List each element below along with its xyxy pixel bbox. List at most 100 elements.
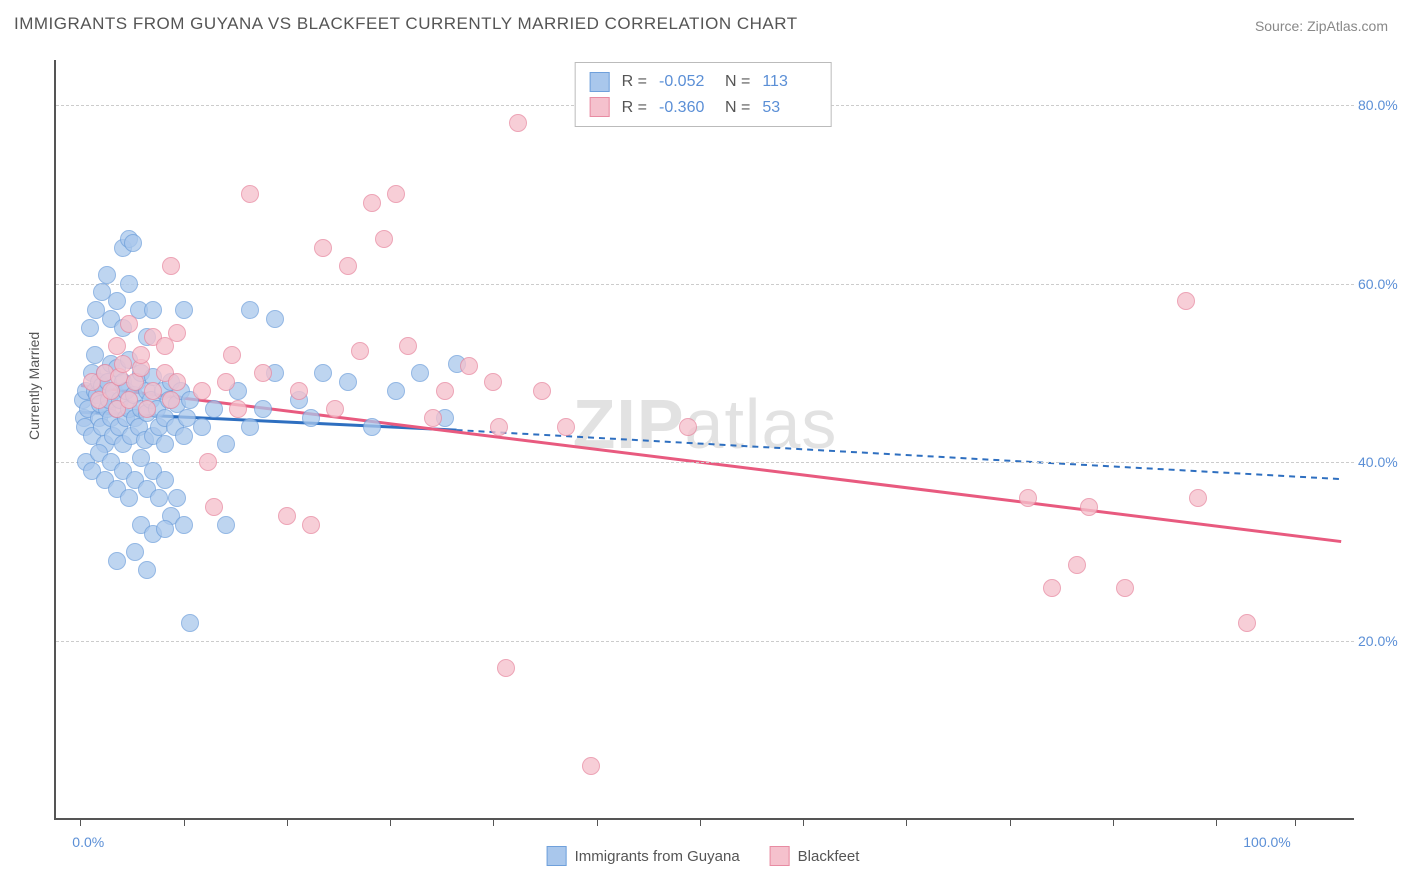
scatter-point	[497, 659, 515, 677]
scatter-point	[205, 400, 223, 418]
scatter-point	[175, 301, 193, 319]
scatter-point	[387, 185, 405, 203]
plot-area: ZIPatlas 20.0%40.0%60.0%80.0%	[54, 60, 1354, 820]
scatter-point	[175, 516, 193, 534]
x-tick	[1295, 818, 1296, 826]
scatter-point	[1177, 292, 1195, 310]
scatter-point	[144, 382, 162, 400]
scatter-point	[509, 114, 527, 132]
x-tick	[184, 818, 185, 826]
scatter-point	[199, 453, 217, 471]
scatter-point	[138, 400, 156, 418]
legend-r-label: R =	[622, 69, 647, 95]
scatter-point	[132, 346, 150, 364]
legend-swatch	[590, 97, 610, 117]
legend-correlation-row: R =-0.360N =53	[590, 95, 817, 121]
scatter-point	[217, 435, 235, 453]
scatter-point	[1043, 579, 1061, 597]
scatter-point	[217, 373, 235, 391]
scatter-point	[490, 418, 508, 436]
gridline	[56, 284, 1354, 285]
scatter-point	[363, 194, 381, 212]
x-tick-label: 100.0%	[1243, 834, 1290, 850]
chart-container: IMMIGRANTS FROM GUYANA VS BLACKFEET CURR…	[0, 0, 1406, 892]
scatter-point	[120, 391, 138, 409]
trend-lines-svg	[56, 60, 1354, 818]
scatter-point	[375, 230, 393, 248]
x-tick	[803, 818, 804, 826]
legend-series-label: Immigrants from Guyana	[575, 848, 740, 865]
scatter-point	[126, 543, 144, 561]
x-tick	[1010, 818, 1011, 826]
x-tick-label: 0.0%	[72, 834, 104, 850]
gridline	[56, 462, 1354, 463]
scatter-point	[1019, 489, 1037, 507]
scatter-point	[205, 498, 223, 516]
scatter-point	[302, 409, 320, 427]
legend-swatch	[770, 846, 790, 866]
scatter-point	[229, 400, 247, 418]
scatter-point	[120, 489, 138, 507]
scatter-point	[351, 342, 369, 360]
scatter-point	[254, 364, 272, 382]
scatter-point	[339, 373, 357, 391]
scatter-point	[679, 418, 697, 436]
y-tick-label: 40.0%	[1358, 454, 1406, 470]
scatter-point	[314, 364, 332, 382]
scatter-point	[254, 400, 272, 418]
scatter-point	[533, 382, 551, 400]
scatter-point	[181, 614, 199, 632]
scatter-point	[124, 234, 142, 252]
legend-r-label: R =	[622, 95, 647, 121]
scatter-point	[278, 507, 296, 525]
scatter-point	[582, 757, 600, 775]
x-tick	[287, 818, 288, 826]
x-tick	[700, 818, 701, 826]
scatter-point	[150, 489, 168, 507]
legend-series-item: Immigrants from Guyana	[547, 846, 740, 866]
scatter-point	[81, 319, 99, 337]
gridline	[56, 641, 1354, 642]
scatter-point	[241, 418, 259, 436]
scatter-point	[424, 409, 442, 427]
x-tick	[390, 818, 391, 826]
legend-n-label: N =	[725, 95, 750, 121]
scatter-point	[168, 373, 186, 391]
scatter-point	[241, 301, 259, 319]
legend-n-label: N =	[725, 69, 750, 95]
scatter-point	[339, 257, 357, 275]
scatter-point	[108, 552, 126, 570]
scatter-point	[217, 516, 235, 534]
legend-r-value: -0.052	[659, 69, 713, 95]
scatter-point	[108, 337, 126, 355]
scatter-point	[138, 561, 156, 579]
scatter-point	[168, 489, 186, 507]
scatter-point	[162, 391, 180, 409]
watermark-rest: atlas	[685, 385, 838, 463]
y-tick-label: 80.0%	[1358, 97, 1406, 113]
scatter-point	[156, 520, 174, 538]
scatter-point	[1116, 579, 1134, 597]
y-tick-label: 60.0%	[1358, 276, 1406, 292]
scatter-point	[241, 185, 259, 203]
scatter-point	[108, 292, 126, 310]
scatter-point	[120, 275, 138, 293]
x-tick	[906, 818, 907, 826]
scatter-point	[223, 346, 241, 364]
legend-correlation: R =-0.052N =113R =-0.360N =53	[575, 62, 832, 127]
scatter-point	[193, 382, 211, 400]
scatter-point	[266, 310, 284, 328]
scatter-point	[1068, 556, 1086, 574]
legend-series-item: Blackfeet	[770, 846, 860, 866]
scatter-point	[290, 382, 308, 400]
scatter-point	[1189, 489, 1207, 507]
source-link[interactable]: ZipAtlas.com	[1307, 18, 1388, 34]
legend-series-label: Blackfeet	[798, 848, 860, 865]
scatter-point	[120, 315, 138, 333]
chart-title: IMMIGRANTS FROM GUYANA VS BLACKFEET CURR…	[14, 14, 798, 34]
legend-n-value: 113	[762, 69, 816, 95]
legend-r-value: -0.360	[659, 95, 713, 121]
scatter-point	[156, 471, 174, 489]
scatter-point	[175, 427, 193, 445]
legend-series: Immigrants from Guyana Blackfeet	[547, 846, 860, 866]
